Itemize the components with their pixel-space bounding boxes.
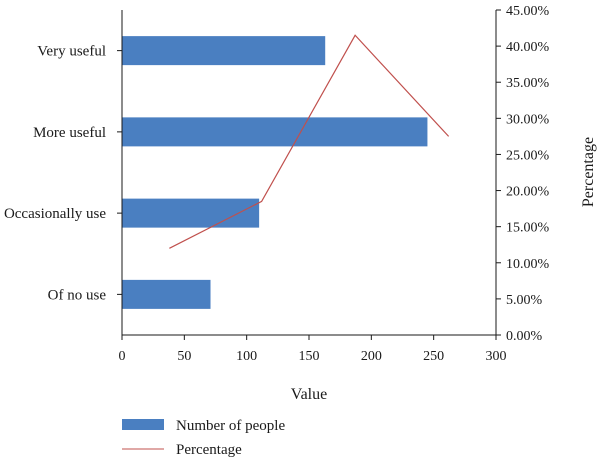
x-tick-label: 200 (361, 349, 382, 364)
line-layer (169, 34, 450, 249)
x-tick-label: 300 (486, 349, 507, 364)
x-axis-title: Value (291, 386, 327, 403)
category-labels: Very useful More useful Occasionally use Of… (4, 44, 122, 303)
y2-tick-label: 30.00% (506, 112, 550, 127)
bar-occasionally-use (122, 198, 260, 228)
x-tick-label: 250 (423, 349, 444, 364)
category-label: More useful (33, 125, 106, 141)
bar-more-useful (122, 117, 428, 147)
bar-very-useful (122, 36, 326, 66)
x-tick-label: 50 (177, 349, 191, 364)
y2-tick-label: 15.00% (506, 221, 550, 236)
category-label: Of no use (48, 287, 107, 303)
category-label: Occasionally use (4, 206, 106, 222)
x-tick-label: 100 (236, 349, 257, 364)
y2-tick-label: 0.00% (506, 329, 543, 344)
y2-tick-label: 40.00% (506, 40, 550, 55)
y2-tick-label: 25.00% (506, 148, 550, 163)
legend: Number of people Percentage (122, 418, 285, 458)
legend-label-line: Percentage (176, 442, 242, 458)
y2-tick-label: 20.00% (506, 185, 550, 200)
y2-axis-title: Percentage (580, 137, 597, 207)
category-label: Very useful (37, 44, 106, 60)
x-tick-label: 0 (119, 349, 126, 364)
bar-of-no-use (122, 279, 211, 309)
y2-tick-label: 45.00% (506, 4, 550, 19)
y2-tick-label: 5.00% (506, 293, 543, 308)
percentage-line (169, 34, 450, 249)
y2-ticks: 0.00% 5.00% 10.00% 15.00% 20.00% 25.00% 30.00%… (496, 4, 550, 344)
x-tick-label: 150 (299, 349, 320, 364)
legend-label-bars: Number of people (176, 418, 285, 434)
x-ticks: 0 50 100 150 200 250 300 (119, 335, 507, 364)
legend-swatch-bars (122, 419, 164, 430)
y2-tick-label: 10.00% (506, 257, 550, 272)
y2-tick-label: 35.00% (506, 76, 550, 91)
bars-layer (122, 36, 428, 309)
